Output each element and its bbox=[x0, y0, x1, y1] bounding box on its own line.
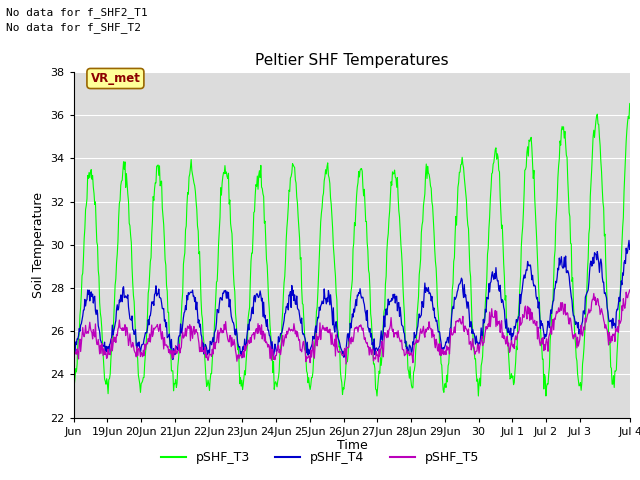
Line: pSHF_T4: pSHF_T4 bbox=[74, 240, 630, 360]
pSHF_T4 bbox=[438, 347, 445, 353]
pSHF_T3 bbox=[378, 362, 385, 368]
pSHF_T4 bbox=[614, 307, 621, 312]
pSHF_T5 bbox=[378, 345, 385, 350]
pSHF_T5 bbox=[445, 351, 453, 357]
pSHF_T4 bbox=[378, 328, 385, 334]
pSHF_T5 bbox=[614, 324, 621, 329]
pSHF_T4 bbox=[483, 294, 491, 300]
pSHF_T5 bbox=[483, 326, 491, 332]
Text: No data for f_SHF2_T1: No data for f_SHF2_T1 bbox=[6, 7, 148, 18]
pSHF_T4 bbox=[579, 308, 587, 314]
X-axis label: Time: Time bbox=[337, 439, 367, 453]
pSHF_T5 bbox=[70, 349, 77, 355]
pSHF_T5 bbox=[627, 287, 634, 292]
Line: pSHF_T5: pSHF_T5 bbox=[74, 289, 630, 364]
pSHF_T3 bbox=[483, 276, 491, 281]
pSHF_T5 bbox=[579, 328, 587, 334]
pSHF_T4 bbox=[169, 357, 177, 362]
pSHF_T5 bbox=[342, 361, 350, 367]
pSHF_T3 bbox=[614, 337, 621, 343]
Y-axis label: Soil Temperature: Soil Temperature bbox=[32, 192, 45, 298]
pSHF_T4 bbox=[625, 238, 633, 243]
pSHF_T3 bbox=[373, 393, 381, 399]
pSHF_T4 bbox=[70, 346, 77, 352]
Legend: pSHF_T3, pSHF_T4, pSHF_T5: pSHF_T3, pSHF_T4, pSHF_T5 bbox=[156, 446, 484, 469]
pSHF_T3 bbox=[579, 355, 587, 361]
pSHF_T3 bbox=[70, 380, 77, 385]
pSHF_T4 bbox=[445, 332, 453, 338]
pSHF_T5 bbox=[438, 347, 445, 352]
pSHF_T3 bbox=[438, 362, 445, 368]
Title: Peltier SHF Temperatures: Peltier SHF Temperatures bbox=[255, 53, 449, 68]
Text: VR_met: VR_met bbox=[90, 72, 140, 85]
Text: No data for f_SHF_T2: No data for f_SHF_T2 bbox=[6, 22, 141, 33]
Line: pSHF_T3: pSHF_T3 bbox=[74, 103, 630, 396]
pSHF_T4 bbox=[627, 242, 634, 248]
pSHF_T3 bbox=[445, 347, 453, 353]
pSHF_T3 bbox=[627, 100, 634, 106]
